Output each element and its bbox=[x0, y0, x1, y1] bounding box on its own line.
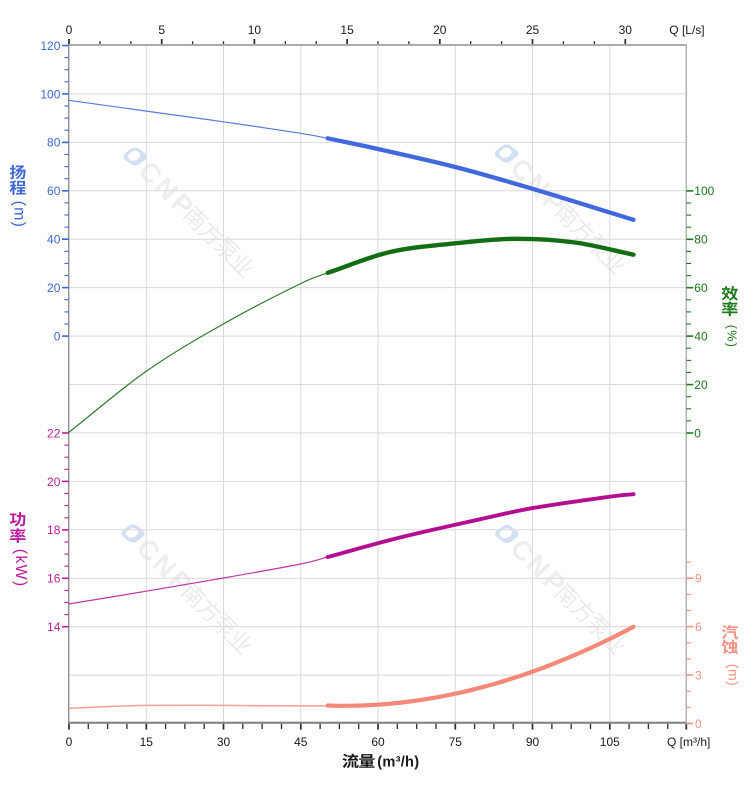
svg-text:60: 60 bbox=[371, 735, 385, 749]
svg-text:100: 100 bbox=[694, 184, 714, 198]
svg-text:120: 120 bbox=[40, 39, 60, 53]
svg-text:20: 20 bbox=[694, 378, 708, 392]
svg-text:(kW): (kW) bbox=[12, 549, 29, 588]
svg-text:15: 15 bbox=[340, 23, 354, 37]
svg-text:18: 18 bbox=[47, 523, 61, 537]
svg-text:Q [L/s]: Q [L/s] bbox=[669, 23, 704, 37]
svg-text:75: 75 bbox=[449, 735, 463, 749]
svg-text:(%): (%) bbox=[724, 325, 738, 349]
svg-text:3: 3 bbox=[695, 668, 702, 682]
svg-text:15: 15 bbox=[140, 735, 154, 749]
svg-text:16: 16 bbox=[47, 572, 61, 586]
svg-text:Q [m³/h]: Q [m³/h] bbox=[667, 735, 710, 749]
svg-text:(m): (m) bbox=[10, 201, 27, 229]
svg-text:20: 20 bbox=[47, 475, 61, 489]
svg-text:90: 90 bbox=[526, 735, 540, 749]
svg-text:25: 25 bbox=[526, 23, 540, 37]
svg-text:60: 60 bbox=[47, 184, 61, 198]
svg-text:0: 0 bbox=[66, 735, 73, 749]
svg-text:(m): (m) bbox=[726, 664, 742, 687]
svg-text:30: 30 bbox=[217, 735, 231, 749]
svg-text:9: 9 bbox=[695, 572, 702, 586]
svg-text:45: 45 bbox=[294, 735, 308, 749]
svg-text:0: 0 bbox=[66, 23, 73, 37]
svg-text:60: 60 bbox=[694, 281, 708, 295]
svg-text:22: 22 bbox=[47, 426, 61, 440]
svg-text:40: 40 bbox=[694, 330, 708, 344]
svg-text:0: 0 bbox=[54, 329, 61, 343]
svg-text:80: 80 bbox=[47, 136, 61, 150]
svg-text:5: 5 bbox=[158, 23, 165, 37]
svg-text:105: 105 bbox=[600, 735, 620, 749]
svg-text:(m³/h): (m³/h) bbox=[377, 755, 419, 771]
svg-text:30: 30 bbox=[619, 23, 633, 37]
svg-text:6: 6 bbox=[695, 620, 702, 634]
svg-text:0: 0 bbox=[695, 717, 702, 731]
svg-text:0: 0 bbox=[694, 426, 701, 440]
svg-text:100: 100 bbox=[40, 87, 60, 101]
svg-text:20: 20 bbox=[433, 23, 447, 37]
svg-text:10: 10 bbox=[248, 23, 262, 37]
svg-text:20: 20 bbox=[47, 281, 61, 295]
svg-text:40: 40 bbox=[47, 233, 61, 247]
svg-text:14: 14 bbox=[47, 620, 61, 634]
svg-text:80: 80 bbox=[694, 233, 708, 247]
